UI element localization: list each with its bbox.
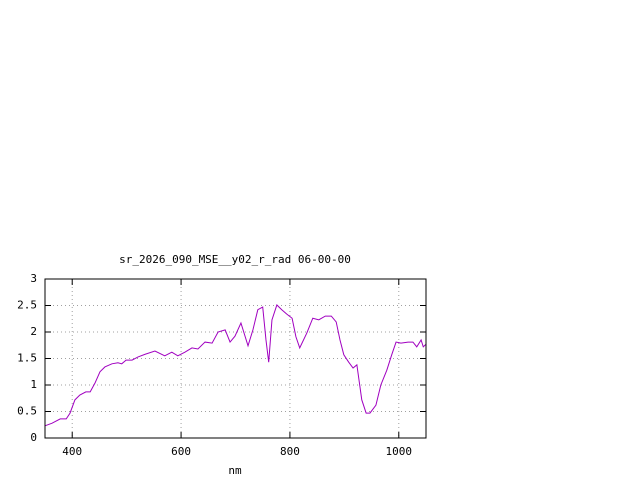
x-tick-label: 800 xyxy=(280,445,300,458)
plot-border xyxy=(44,278,427,439)
y-tick-label: 2.5 xyxy=(17,299,37,312)
y-tick-label: 0.5 xyxy=(17,405,37,418)
y-tick-label: 0 xyxy=(30,431,37,444)
x-tick-label: 600 xyxy=(171,445,191,458)
x-axis-label: nm xyxy=(228,464,242,477)
y-tick-label: 1 xyxy=(30,378,37,391)
y-tick-label: 1.5 xyxy=(17,352,37,365)
data-line xyxy=(44,304,427,427)
x-tick-label: 1000 xyxy=(386,445,413,458)
y-tick-label: 3 xyxy=(30,272,37,285)
chart-title: sr_2026_090_MSE__y02_r_rad 06-00-00 xyxy=(119,253,351,266)
y-tick-label: 2 xyxy=(30,325,37,338)
x-tick-label: 400 xyxy=(62,445,82,458)
